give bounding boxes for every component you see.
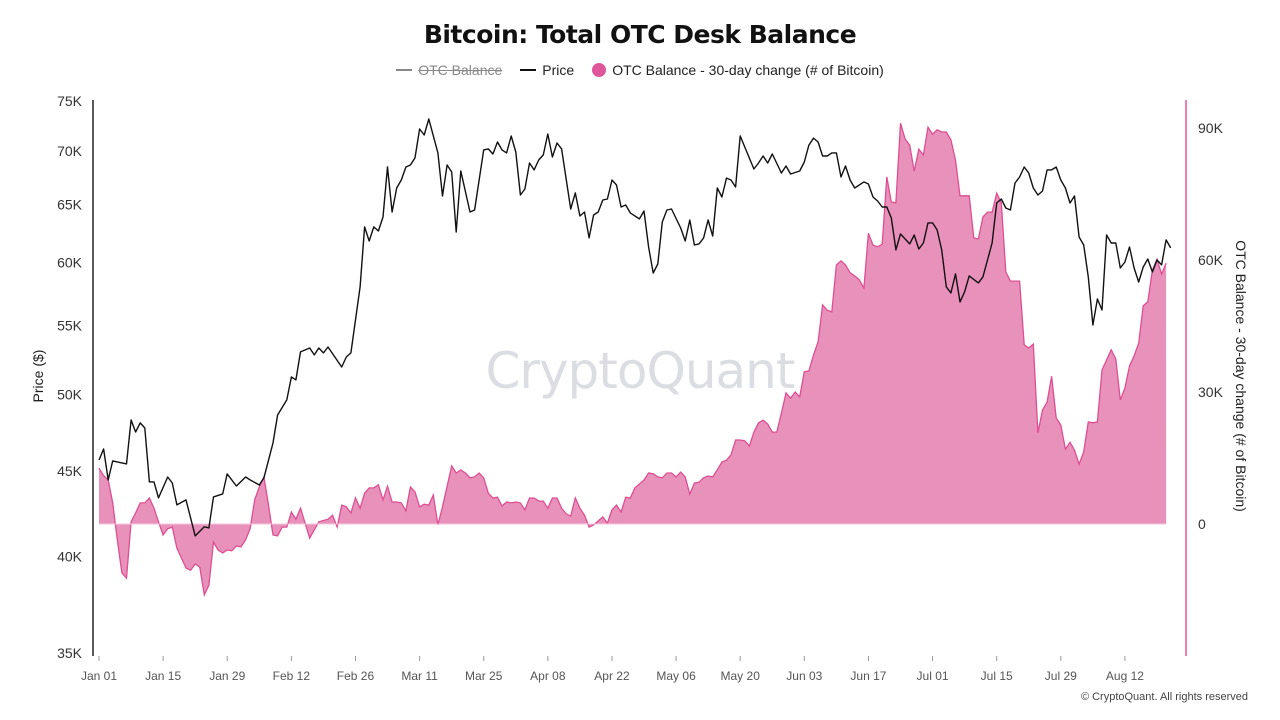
y-left-tick-label: 55K [57,318,83,334]
x-tick-label: Jul 29 [1045,669,1077,683]
y-left-tick-label: 60K [57,255,83,271]
y-left-tick-label: 65K [57,197,83,213]
x-tick-label: May 06 [656,669,696,683]
x-tick-label: Jan 29 [209,669,245,683]
y-right-tick-label: 60K [1198,252,1224,268]
y-right-tick-label: 90K [1198,120,1224,136]
y-left-tick-label: 70K [57,143,83,159]
x-tick-label: Mar 11 [401,669,438,683]
legend-item-price[interactable]: Price [520,62,574,78]
legend-label: Price [542,62,575,78]
legend-item-otc-balance[interactable]: OTC Balance [396,62,502,78]
legend: OTC Balance Price OTC Balance - 30-day c… [0,62,1280,78]
watermark-logo: CryptoQuant [485,342,796,400]
x-tick-label: Jul 01 [917,669,949,683]
x-tick-label: Aug 12 [1106,669,1144,683]
x-tick-label: Apr 22 [594,669,630,683]
x-tick-label: Mar 25 [465,669,503,683]
x-tick-label: May 20 [721,669,761,683]
legend-label: OTC Balance [418,62,503,78]
otc-change-line [98,123,1167,597]
x-tick-label: Jan 01 [81,669,117,683]
y-right-tick-label: 30K [1198,384,1224,400]
x-tick-label: Jan 15 [145,669,181,683]
price-line-layer [98,118,1172,537]
y-axis-right-label: OTC Balance - 30-day change (# of Bitcoi… [1233,240,1249,512]
y-left-tick-label: 50K [57,387,83,403]
legend-dot-icon [592,63,607,77]
legend-line-icon [520,69,537,71]
x-tick-label: Feb 26 [337,669,375,683]
y-left-tick-label: 35K [57,645,83,661]
x-tick-label: Apr 08 [530,669,566,683]
x-tick-label: Jun 17 [850,669,886,683]
legend-item-otc-change[interactable]: OTC Balance - 30-day change (# of Bitcoi… [592,62,884,78]
x-tick-label: Jul 15 [981,669,1013,683]
y-left-tick-label: 40K [57,548,83,564]
price-line [98,118,1172,537]
copyright-footer: © CryptoQuant. All rights reserved [1080,691,1248,703]
y-left-tick-label: 45K [57,463,83,479]
tick-layer: 75K 70K 65K 60K 55K 50K 45K 40K 35K 90K 60K 30K 0 Jan… [57,93,1223,683]
otc-area-layer [98,123,1167,597]
legend-line-icon [396,69,413,71]
chart-title: Bitcoin: Total OTC Desk Balance [423,20,857,49]
otc-change-area [99,123,1167,595]
y-right-tick-label: 0 [1198,516,1206,532]
y-axis-left-label: Price ($) [30,349,46,403]
legend-label: OTC Balance - 30-day change (# of Bitcoi… [612,62,884,78]
y-left-tick-label: 75K [57,93,83,109]
x-tick-label: Jun 03 [786,669,822,683]
x-tick-label: Feb 12 [273,669,311,683]
